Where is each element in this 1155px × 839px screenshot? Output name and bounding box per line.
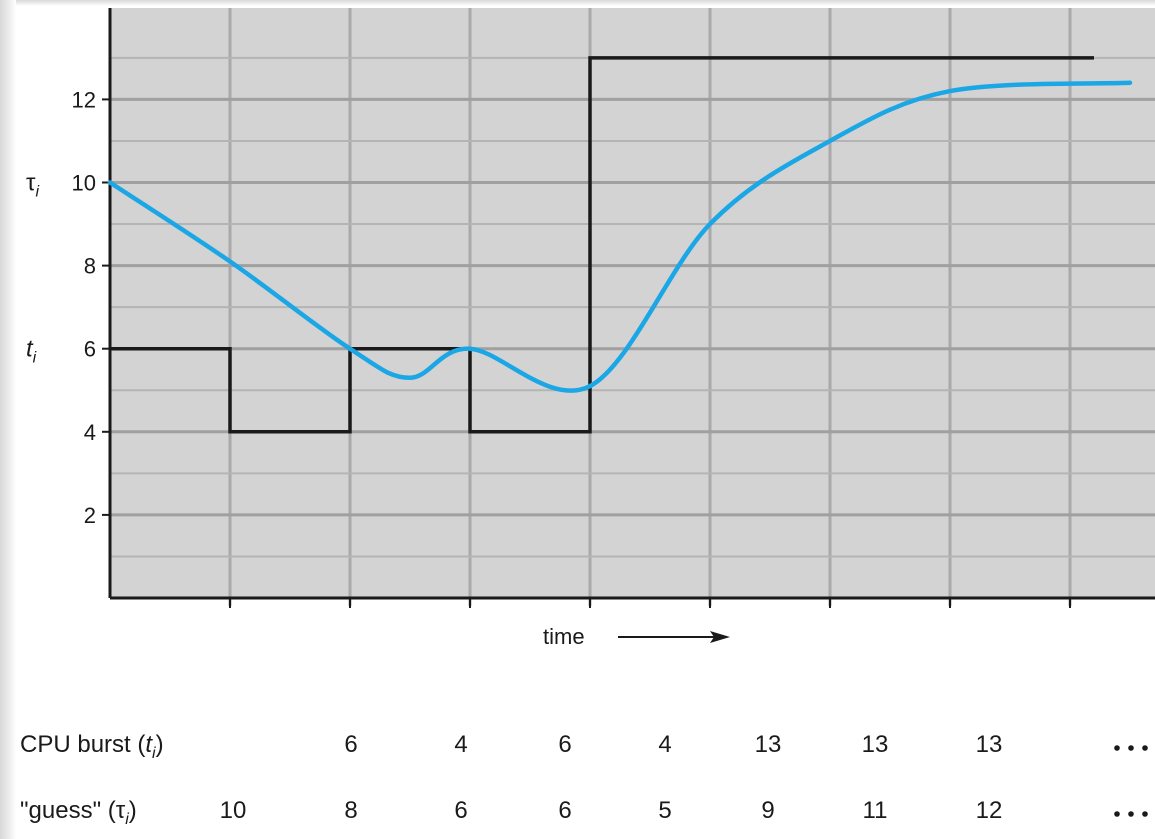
row-label: CPU burst (ti) xyxy=(20,731,164,762)
table-cell: 9 xyxy=(761,797,774,824)
series-guess xyxy=(107,80,1133,393)
x-axis-label: time xyxy=(543,624,730,649)
y-axis-name-t: ti xyxy=(26,336,37,367)
table-cell: 13 xyxy=(755,731,782,758)
y-tick-label: 8 xyxy=(84,254,96,279)
y-tick-labels: 2 4 6 8 10 12 xyxy=(72,87,96,527)
y-tick-label: 6 xyxy=(84,337,96,362)
plot-background xyxy=(110,8,1155,598)
series-cpu-burst xyxy=(110,56,1094,434)
table-cell: 6 xyxy=(558,797,571,824)
table-cell: 8 xyxy=(344,797,357,824)
table-cell: 13 xyxy=(862,731,889,758)
table-cell: 13 xyxy=(976,731,1003,758)
y-tick-label: 12 xyxy=(72,87,96,112)
top-shadow xyxy=(0,0,1155,6)
row-label: "guess" (τi) xyxy=(20,797,137,828)
ellipsis-dot xyxy=(1142,745,1148,751)
x-axis-label-text: time xyxy=(543,624,585,649)
y-tick-label: 2 xyxy=(84,503,96,528)
ellipsis-dot xyxy=(1128,745,1134,751)
cpu-burst-step-line xyxy=(110,56,1094,434)
guess-curve xyxy=(107,80,1133,393)
ellipsis-dot xyxy=(1142,811,1148,817)
time-arrow-head xyxy=(710,631,730,643)
table-cell: 12 xyxy=(976,797,1003,824)
y-axis-name-tau: τi xyxy=(26,170,39,201)
data-table: CPU burst (ti) 6 4 6 4 13 13 13 "guess" (τi) 10 8 6… xyxy=(20,731,1148,828)
table-cell: 6 xyxy=(344,731,357,758)
table-cell: 6 xyxy=(454,797,467,824)
table-cell: 6 xyxy=(558,731,571,758)
table-cell: 11 xyxy=(863,797,888,824)
axes xyxy=(102,8,1155,608)
subscript: i xyxy=(35,184,39,201)
ellipsis-dot xyxy=(1114,811,1120,817)
table-cell: 5 xyxy=(658,797,671,824)
y-tick-label: 10 xyxy=(72,171,96,196)
y-axis-names: τi ti xyxy=(26,170,39,367)
left-shadow xyxy=(0,0,16,839)
y-tick-label: 4 xyxy=(84,420,96,445)
table-cell: 4 xyxy=(658,731,671,758)
table-cell: 4 xyxy=(454,731,467,758)
plot-area xyxy=(110,8,1155,598)
ellipsis-dot xyxy=(1114,745,1120,751)
table-cell: 10 xyxy=(220,797,247,824)
subscript: i xyxy=(33,350,37,367)
ellipsis-dot xyxy=(1128,811,1134,817)
